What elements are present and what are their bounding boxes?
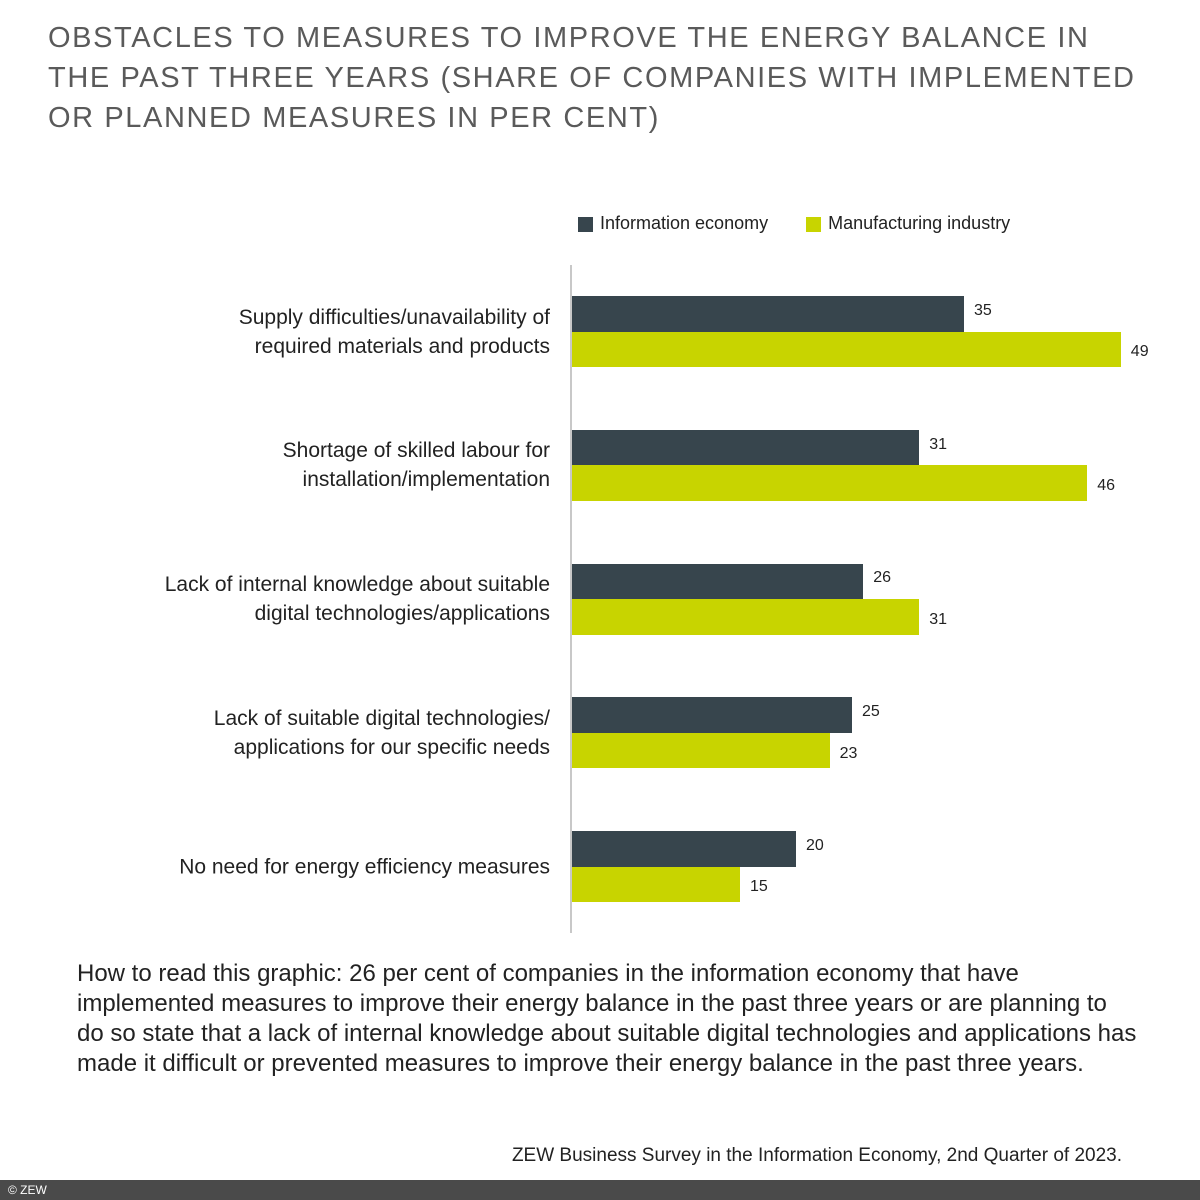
legend-swatch	[578, 217, 593, 232]
category-label: Shortage of skilled labour for installat…	[282, 439, 550, 492]
legend-label: Information economy	[600, 213, 769, 233]
note: How to read this graphic: 26 per cent of…	[77, 960, 1137, 1077]
category-label: Supply difficulties/unavailability of re…	[238, 305, 550, 358]
bar	[572, 866, 740, 903]
category-label: Lack of suitable digital technologies/ a…	[213, 706, 550, 759]
footer-bar	[0, 1180, 1200, 1200]
bar	[572, 732, 830, 769]
chart-title: OBSTACLES TO MEASURES TO IMPROVE THE ENE…	[48, 22, 1136, 134]
bar	[572, 599, 920, 635]
category-label: Lack of internal knowledge about suitabl…	[164, 573, 550, 626]
bar	[572, 831, 796, 867]
bar	[572, 563, 864, 600]
bar	[572, 429, 920, 466]
legend-label: Manufacturing industry	[828, 213, 1011, 233]
category-label: No need for energy efficiency measures	[179, 855, 550, 879]
value-label: 20	[806, 836, 824, 854]
value-label: 46	[1097, 477, 1115, 495]
copyright: © ZEW	[8, 1183, 47, 1197]
value-label: 25	[862, 703, 880, 721]
value-label: 31	[929, 610, 947, 628]
value-label: 49	[1130, 343, 1149, 361]
value-label: 35	[974, 301, 992, 319]
bar	[572, 296, 964, 332]
axis-line	[570, 265, 572, 933]
value-label: 31	[929, 435, 947, 453]
bar	[572, 331, 1121, 367]
source: ZEW Business Survey in the Information E…	[511, 1145, 1122, 1166]
bar	[572, 465, 1088, 501]
value-label: 26	[873, 569, 891, 587]
legend-swatch	[806, 217, 822, 232]
bar	[572, 697, 852, 733]
value-label: 23	[839, 744, 858, 762]
value-label: 15	[750, 878, 768, 896]
